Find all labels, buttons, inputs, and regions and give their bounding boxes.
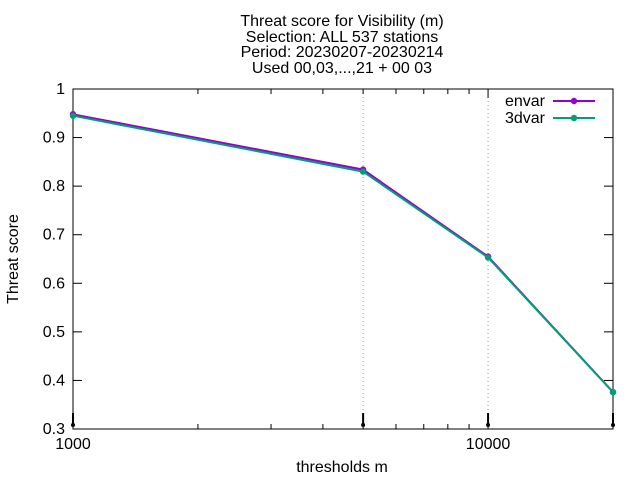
legend-label-envar: envar [505,93,546,110]
x-axis-label: thresholds m [296,459,388,476]
y-tick-label-2: 0.5 [43,324,65,341]
plot-frame [72,88,614,430]
y-tick-label-7: 1 [56,81,65,98]
y-axis-label: Threat score [5,214,22,304]
chart-title: Threat score for Visibility (m) Selectio… [240,13,443,77]
title-line-2: Selection: ALL 537 stations [246,29,438,46]
series-point-3dvar-1 [359,168,367,175]
y-tick-label-5: 0.8 [43,178,65,195]
x-tick-label-1: 10000 [466,436,511,453]
title-line-3: Period: 20230207-20230214 [241,44,444,61]
legend-marker-3dvar [570,114,578,122]
x-tick-label-0: 1000 [55,436,91,453]
grid [72,89,614,429]
y-tick-label-6: 0.9 [43,130,65,147]
axes: 0.3 0.4 0.5 0.6 0.7 0.8 0.9 1 1000 10000 [43,81,615,453]
threshold-tick-dot-3 [611,423,615,427]
y-tick-label-4: 0.7 [43,227,65,244]
series-point-3dvar-2 [484,254,492,261]
series-point-3dvar-3 [609,388,617,396]
title-line-4: Used 00,03,...,21 + 00 03 [252,60,432,77]
y-tick-label-1: 0.4 [43,372,65,389]
title-line-1: Threat score for Visibility (m) [240,13,443,30]
legend-label-3dvar: 3dvar [505,110,546,127]
series-point-3dvar-0 [69,112,77,119]
y-tick-label-3: 0.6 [43,275,65,292]
legend-marker-envar [570,97,578,105]
series-line-envar [72,113,614,393]
series [69,111,617,396]
series-line-3dvar [72,114,614,393]
y-tick-label-0: 0.3 [43,421,65,438]
